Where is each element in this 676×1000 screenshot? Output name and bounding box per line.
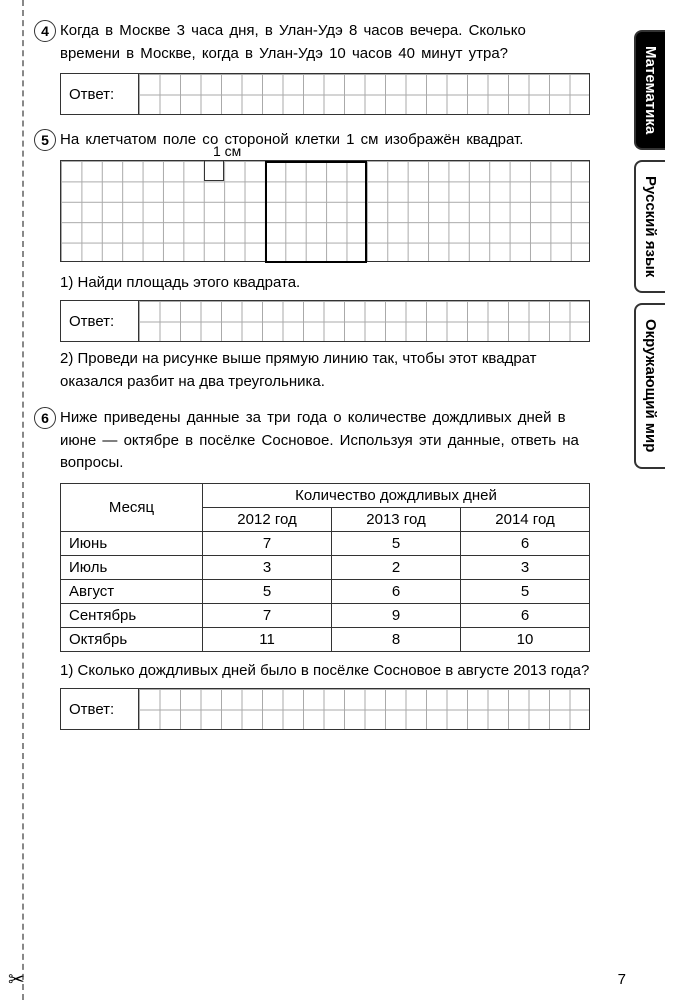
square-figure: [265, 161, 367, 263]
answer-label: Ответ:: [61, 74, 139, 114]
row-label: Август: [61, 579, 203, 603]
answer-box[interactable]: Ответ:: [60, 73, 590, 115]
perforation-line: [22, 0, 24, 1000]
table-cell: 11: [203, 627, 332, 651]
problem-4: 4 Когда в Москве 3 часа дня, в Улан-Удэ …: [60, 20, 590, 115]
col-header: 2013 год: [332, 507, 461, 531]
subject-tab[interactable]: Окружающий мир: [634, 303, 665, 468]
subtask-1: 1) Найди площадь этого квадрата.: [60, 272, 590, 295]
table-corner-header: Месяц: [61, 483, 203, 531]
table-row: Август565: [61, 579, 590, 603]
cm-bracket: [204, 161, 224, 181]
problem-text: На клетчатом поле со стороной клетки 1 с…: [60, 129, 590, 152]
problem-number: 4: [34, 20, 56, 42]
problem-6: 6 Ниже приведены данные за три года о ко…: [60, 407, 590, 730]
grid-field[interactable]: 1 см: [60, 160, 590, 262]
col-header: 2014 год: [460, 507, 589, 531]
table-cell: 7: [203, 531, 332, 555]
table-row: Июнь756: [61, 531, 590, 555]
answer-box[interactable]: Ответ:: [60, 688, 590, 730]
table-row: Сентябрь796: [61, 603, 590, 627]
answer-box[interactable]: Ответ:: [60, 300, 590, 342]
answer-grid-cells[interactable]: [139, 74, 589, 114]
table-cell: 7: [203, 603, 332, 627]
table-cell: 6: [332, 579, 461, 603]
col-header: 2012 год: [203, 507, 332, 531]
table-cell: 6: [460, 603, 589, 627]
rain-data-table: Месяц Количество дождливых дней 2012 год…: [60, 483, 590, 652]
table-cell: 5: [203, 579, 332, 603]
problem-number: 5: [34, 129, 56, 151]
answer-label: Ответ:: [61, 301, 139, 341]
table-header-row: Месяц Количество дождливых дней: [61, 483, 590, 507]
row-label: Сентябрь: [61, 603, 203, 627]
table-row: Июль323: [61, 555, 590, 579]
table-group-header: Количество дождливых дней: [203, 483, 590, 507]
problem-number: 6: [34, 407, 56, 429]
side-tabs: Математика Русский язык Окружающий мир: [634, 30, 676, 970]
row-label: Июль: [61, 555, 203, 579]
problem-text: Ниже приведены данные за три года о коли…: [60, 407, 590, 475]
table-row: Октябрь11810: [61, 627, 590, 651]
table-cell: 3: [460, 555, 589, 579]
table-cell: 6: [460, 531, 589, 555]
table-cell: 9: [332, 603, 461, 627]
cm-label: 1 см: [213, 143, 241, 159]
row-label: Июнь: [61, 531, 203, 555]
row-label: Октябрь: [61, 627, 203, 651]
table-cell: 3: [203, 555, 332, 579]
page-number: 7: [618, 971, 626, 988]
subject-tab[interactable]: Русский язык: [634, 160, 665, 293]
answer-grid-cells[interactable]: [139, 689, 589, 729]
scissors-icon: ✂: [8, 967, 25, 992]
table-cell: 5: [460, 579, 589, 603]
table-cell: 8: [332, 627, 461, 651]
answer-grid-cells[interactable]: [139, 301, 589, 341]
problem-text: Когда в Москве 3 часа дня, в Улан-Удэ 8 …: [60, 20, 590, 65]
table-cell: 2: [332, 555, 461, 579]
subtask-1: 1) Сколько дождливых дней было в посёлке…: [60, 660, 590, 683]
subject-tab[interactable]: Математика: [634, 30, 665, 150]
table-cell: 10: [460, 627, 589, 651]
problem-5: 5 На клетчатом поле со стороной клетки 1…: [60, 129, 590, 393]
answer-label: Ответ:: [61, 689, 139, 729]
page-content: 4 Когда в Москве 3 часа дня, в Улан-Удэ …: [0, 0, 620, 764]
table-cell: 5: [332, 531, 461, 555]
subtask-2: 2) Проведи на рисунке выше прямую линию …: [60, 348, 590, 393]
